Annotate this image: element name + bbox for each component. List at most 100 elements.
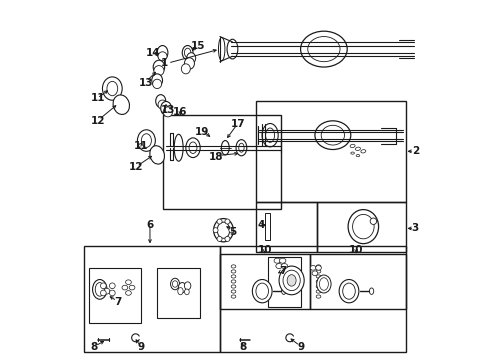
Bar [256,202,317,252]
Ellipse shape [102,77,122,100]
Ellipse shape [316,290,321,293]
Text: 13: 13 [139,78,154,88]
Text: 18: 18 [209,152,223,162]
Ellipse shape [152,74,163,87]
Ellipse shape [276,264,282,269]
Bar [157,268,200,318]
Ellipse shape [129,285,135,290]
Ellipse shape [236,140,247,156]
Ellipse shape [316,266,321,270]
Circle shape [109,283,115,289]
Ellipse shape [171,278,179,290]
Ellipse shape [316,275,321,278]
Text: 10: 10 [349,245,364,255]
Ellipse shape [219,37,225,61]
Text: 6: 6 [147,220,153,230]
Ellipse shape [181,64,190,74]
Ellipse shape [361,150,366,153]
Ellipse shape [217,222,230,238]
Ellipse shape [316,295,321,298]
Circle shape [213,228,218,233]
Ellipse shape [231,295,236,298]
Text: 15: 15 [191,41,206,50]
Text: 16: 16 [173,107,188,117]
Ellipse shape [178,288,183,295]
Text: 4: 4 [257,220,265,230]
Text: 11: 11 [91,93,105,103]
Ellipse shape [187,53,196,63]
Ellipse shape [281,264,288,269]
Text: 9: 9 [137,342,145,352]
Ellipse shape [184,48,191,57]
Bar [310,253,406,309]
Ellipse shape [321,125,344,145]
Ellipse shape [157,45,168,60]
Ellipse shape [158,52,167,61]
Ellipse shape [227,39,238,59]
Ellipse shape [156,95,166,108]
Ellipse shape [163,107,172,117]
Ellipse shape [153,60,165,74]
Bar [265,213,270,240]
Text: 8: 8 [240,342,247,352]
Ellipse shape [353,215,374,239]
Ellipse shape [95,283,104,296]
Text: 17: 17 [230,120,245,129]
Ellipse shape [262,123,278,147]
Ellipse shape [252,279,272,303]
Circle shape [100,290,106,296]
Ellipse shape [184,58,195,69]
Ellipse shape [231,280,236,283]
Ellipse shape [125,291,131,295]
Circle shape [217,219,222,224]
Ellipse shape [351,152,354,154]
Ellipse shape [231,275,236,278]
Ellipse shape [315,121,351,149]
Text: 12: 12 [91,116,105,126]
Text: 8: 8 [91,342,98,352]
Ellipse shape [316,270,321,273]
Ellipse shape [231,290,236,293]
Ellipse shape [122,285,128,290]
Ellipse shape [356,154,360,157]
Ellipse shape [310,266,316,270]
Circle shape [225,219,230,224]
Circle shape [100,283,106,289]
Ellipse shape [153,79,162,89]
Ellipse shape [231,265,236,268]
Ellipse shape [274,258,280,263]
Ellipse shape [154,66,164,76]
Ellipse shape [184,282,191,290]
Text: 12: 12 [128,162,143,172]
Ellipse shape [231,285,236,288]
Ellipse shape [266,128,274,142]
Bar [89,268,141,323]
Circle shape [217,237,222,242]
Ellipse shape [150,146,165,164]
Text: 10: 10 [257,245,272,255]
Ellipse shape [239,143,244,152]
Text: 7: 7 [279,266,286,276]
Ellipse shape [279,258,286,263]
Ellipse shape [317,275,331,293]
Text: 7: 7 [114,297,122,307]
Bar [256,101,406,202]
Circle shape [225,237,230,242]
Ellipse shape [178,283,186,293]
Ellipse shape [300,31,347,67]
Bar [317,202,406,252]
Circle shape [229,228,234,233]
Ellipse shape [343,283,355,299]
Text: 19: 19 [195,127,209,136]
Ellipse shape [186,138,200,158]
Ellipse shape [141,134,151,147]
Ellipse shape [282,288,286,294]
Bar [269,257,300,307]
Ellipse shape [350,144,355,148]
Bar [220,246,406,352]
Ellipse shape [319,278,328,290]
Ellipse shape [316,265,321,268]
Ellipse shape [214,219,233,242]
Ellipse shape [316,285,321,288]
Ellipse shape [221,140,229,155]
